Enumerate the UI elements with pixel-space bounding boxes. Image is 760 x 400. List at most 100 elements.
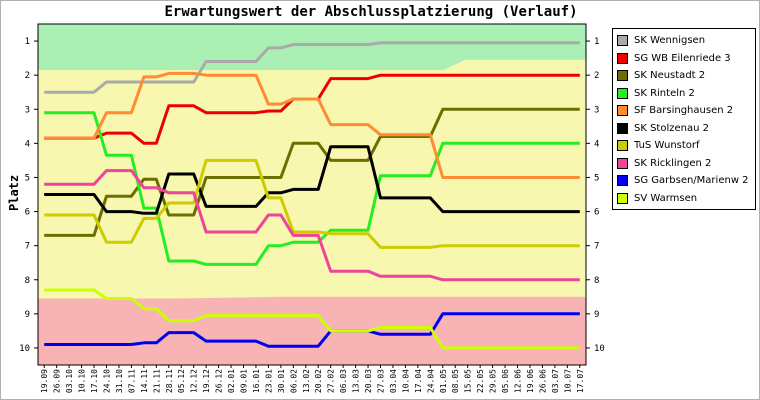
- band-promotion: [38, 24, 586, 71]
- x-tick-label: 01.05: [439, 369, 448, 393]
- x-tick-label: 17.04: [414, 369, 423, 393]
- y-tick-label-right: 2: [594, 71, 599, 81]
- series-line-7: [44, 169, 580, 282]
- x-tick-label: 16.01: [252, 369, 261, 393]
- legend-item: SK Wennigsen: [617, 33, 705, 48]
- x-tick-label: 19.12: [202, 369, 211, 393]
- x-tick-label: 30.01: [277, 369, 286, 393]
- x-tick-label: 09.01: [240, 369, 249, 393]
- series-line-5: [44, 145, 580, 215]
- legend-item: SK Ricklingen 2: [617, 156, 711, 171]
- x-tick-label: 19.06: [526, 369, 535, 393]
- y-tick-label-left: 7: [25, 242, 30, 252]
- y-tick-label-left: 6: [25, 208, 30, 218]
- x-tick-label: 02.01: [227, 369, 236, 393]
- legend-swatch: [617, 105, 628, 116]
- legend-swatch: [617, 122, 628, 134]
- x-tick-label: 27.02: [327, 369, 336, 393]
- x-tick-label: 13.03: [352, 369, 361, 393]
- x-tick-label: 21.11: [152, 369, 161, 393]
- y-tick-label-left: 1: [25, 37, 30, 47]
- x-tick-label: 10.07: [563, 369, 572, 393]
- legend-label: SG Garbsen/Marienw 2: [634, 175, 749, 186]
- x-tick-label: 19.09: [40, 369, 49, 393]
- series-line-0: [44, 41, 580, 94]
- x-tick-label: 10.10: [78, 369, 87, 393]
- y-tick-label-left: 5: [25, 173, 30, 183]
- legend-item: SK Stolzenau 2: [617, 121, 709, 136]
- series-line-8: [44, 312, 580, 348]
- x-tick-label: 23.01: [264, 369, 273, 393]
- y-tick-label-right: 9: [594, 310, 599, 320]
- series-line-9: [44, 288, 580, 350]
- series-line-2: [44, 107, 580, 237]
- x-tick-label: 20.03: [364, 369, 373, 393]
- legend-swatch: [617, 87, 628, 99]
- x-tick-label: 05.12: [177, 369, 186, 393]
- y-tick-label-right: 6: [594, 208, 599, 218]
- plot-border: [37, 23, 587, 366]
- legend-label: TuS Wunstorf: [634, 140, 700, 151]
- legend-label: SK Neustadt 2: [634, 70, 706, 81]
- legend-swatch: [617, 175, 628, 186]
- legend-item: SG WB Eilenriede 3: [617, 51, 731, 66]
- x-tick-label: 26.12: [215, 369, 224, 393]
- y-tick-label-left: 10: [19, 344, 30, 354]
- y-tick-label-left: 3: [25, 105, 30, 115]
- x-tick-label: 08.05: [451, 369, 460, 393]
- series-line-6: [44, 158, 580, 249]
- legend-item: SV Warmsen: [617, 191, 697, 206]
- y-tick-label-left: 9: [25, 310, 30, 320]
- legend: SK Wennigsen SG WB Eilenriede 3 SK Neustad…: [612, 28, 756, 210]
- y-tick-label-right: 5: [594, 173, 599, 183]
- x-tick-label: 24.10: [103, 369, 112, 393]
- x-tick-label: 05.06: [501, 369, 510, 393]
- x-tick-label: 14.11: [140, 369, 149, 393]
- x-tick-label: 28.11: [165, 369, 174, 393]
- legend-item: SK Neustadt 2: [617, 68, 705, 83]
- legend-label: SK Stolzenau 2: [634, 122, 709, 134]
- legend-label: SK Rinteln 2: [634, 87, 695, 99]
- legend-label: SK Wennigsen: [634, 35, 706, 46]
- y-tick-label-left: 8: [25, 276, 30, 286]
- y-tick-label-left: 4: [25, 139, 30, 149]
- y-tick-label-left: 2: [25, 71, 30, 81]
- x-tick-label: 07.11: [127, 369, 136, 393]
- x-tick-label: 03.07: [551, 369, 560, 393]
- y-tick-label-right: 10: [594, 344, 605, 354]
- y-tick-label-right: 7: [594, 242, 599, 252]
- legend-swatch: [617, 140, 628, 151]
- legend-swatch: [617, 35, 628, 46]
- legend-label: SG WB Eilenriede 3: [634, 52, 731, 64]
- x-tick-label: 24.04: [426, 369, 435, 393]
- band-relegation: [38, 296, 586, 365]
- x-tick-label: 17.07: [576, 369, 585, 393]
- x-tick-label: 27.03: [377, 369, 386, 393]
- x-tick-label: 12.12: [190, 369, 199, 393]
- x-tick-label: 12.06: [514, 369, 523, 393]
- x-tick-label: 15.05: [464, 369, 473, 393]
- x-tick-label: 22.05: [476, 369, 485, 393]
- x-tick-label: 17.10: [90, 369, 99, 393]
- y-tick-label-right: 8: [594, 276, 599, 286]
- legend-label: SV Warmsen: [634, 192, 698, 204]
- x-tick-label: 03.10: [65, 369, 74, 393]
- x-tick-label: 06.03: [339, 369, 348, 393]
- y-tick-label-right: 3: [594, 105, 599, 115]
- legend-item: SK Rinteln 2: [617, 86, 695, 101]
- legend-item: TuS Wunstorf: [617, 138, 700, 153]
- legend-swatch: [617, 52, 628, 64]
- chart-title: Erwartungswert der Abschlussplatzierung …: [164, 4, 578, 20]
- y-tick-label-right: 1: [594, 37, 599, 47]
- series-line-3: [44, 111, 580, 266]
- x-tick-label: 26.09: [53, 369, 62, 393]
- x-tick-label: 29.05: [489, 369, 498, 393]
- series-line-4: [44, 71, 580, 179]
- y-tick-label-right: 4: [594, 139, 599, 149]
- x-tick-label: 20.02: [314, 369, 323, 393]
- x-tick-label: 26.06: [538, 369, 547, 393]
- legend-label: SF Barsinghausen 2: [634, 105, 734, 116]
- x-tick-label: 31.10: [115, 369, 124, 393]
- legend-swatch: [617, 70, 628, 81]
